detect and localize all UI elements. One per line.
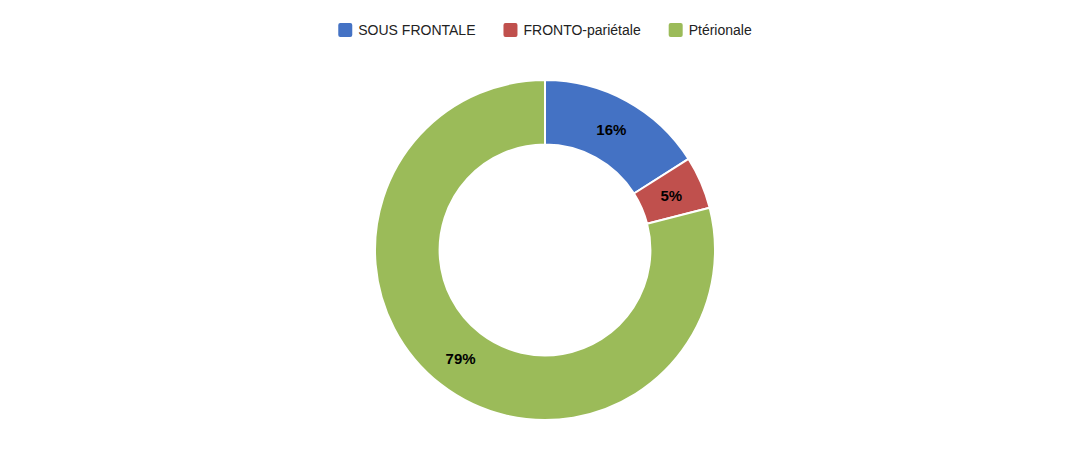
data-label: 16% [596, 121, 626, 138]
slice [375, 80, 715, 420]
legend-item: Ptérionale [669, 22, 752, 38]
legend-item: SOUS FRONTALE [338, 22, 475, 38]
legend-swatch [338, 23, 352, 37]
data-label: 79% [446, 350, 476, 367]
legend-swatch [503, 23, 517, 37]
legend-swatch [669, 23, 683, 37]
data-labels: 16% 5% 79% [446, 121, 683, 367]
legend: SOUS FRONTALE FRONTO-pariétale Ptérionale [338, 22, 752, 38]
slices [375, 80, 715, 420]
legend-label: FRONTO-pariétale [523, 22, 640, 38]
chart-container: SOUS FRONTALE FRONTO-pariétale Ptérionale 1… [0, 0, 1090, 451]
legend-label: SOUS FRONTALE [358, 22, 475, 38]
legend-label: Ptérionale [689, 22, 752, 38]
chart-svg: SOUS FRONTALE FRONTO-pariétale Ptérionale 1… [0, 0, 1090, 451]
data-label: 5% [661, 187, 683, 204]
legend-item: FRONTO-pariétale [503, 22, 640, 38]
